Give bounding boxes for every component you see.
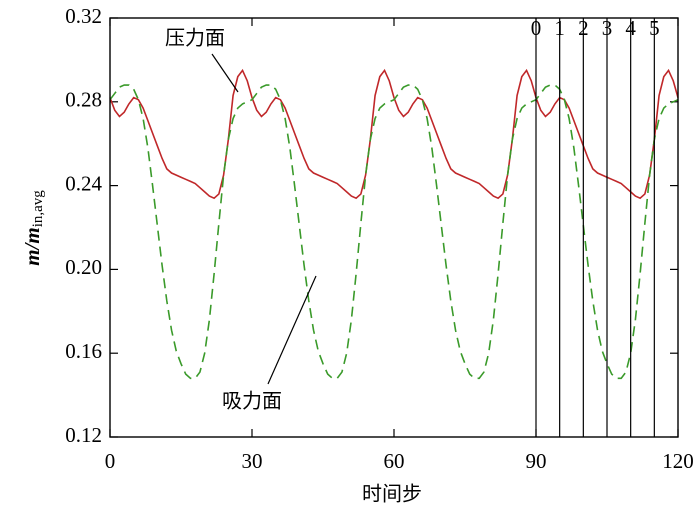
y-tick-label: 0.28: [65, 88, 102, 112]
leader-line: [267, 275, 317, 385]
x-axis-label: 时间步: [362, 482, 422, 506]
x-tick-label: 120: [662, 449, 694, 473]
y-tick-label: 0.20: [65, 255, 102, 279]
leader-line: [211, 53, 239, 93]
marker-label: 5: [649, 16, 660, 40]
y-tick-label: 0.12: [65, 423, 102, 447]
y-tick-label: 0.24: [65, 171, 102, 195]
marker-label: 4: [625, 16, 636, 40]
x-tick-label: 60: [384, 449, 405, 473]
annotation: 吸力面: [222, 389, 282, 413]
y-tick-label: 0.16: [65, 339, 102, 363]
series-line: [109, 68, 679, 200]
marker-label: 0: [531, 16, 542, 40]
marker-label: 3: [602, 16, 613, 40]
y-axis-label: m/min,avg: [20, 190, 47, 266]
x-tick-label: 30: [242, 449, 263, 473]
series-line: [109, 84, 679, 380]
y-tick-label: 0.32: [65, 4, 102, 28]
marker-label: 2: [578, 16, 589, 40]
y-axis-label-main: m/m: [20, 227, 44, 266]
y-axis-label-sub: in,avg: [30, 190, 46, 228]
x-tick-label: 90: [526, 449, 547, 473]
annotation: 压力面: [165, 26, 225, 50]
marker-label: 1: [554, 16, 565, 40]
plot-frame: [109, 17, 679, 438]
x-tick-label: 0: [105, 449, 116, 473]
